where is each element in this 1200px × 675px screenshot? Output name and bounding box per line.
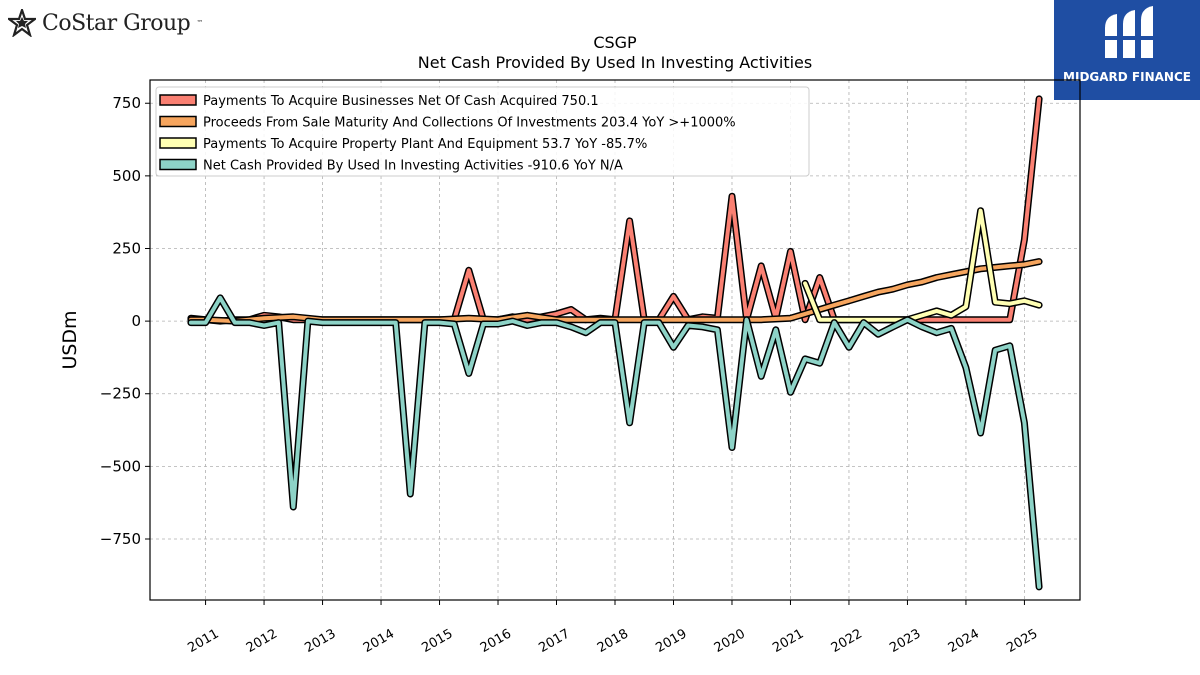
midgard-emblem-icon [1101,6,1153,58]
y-tick-label: −250 [100,385,141,403]
y-tick-label: 500 [112,167,141,185]
legend-swatch-3 [159,158,197,171]
x-tick-label: 2024 [946,626,982,656]
x-axis: 2011 2012 2013 2014 2015 2016 2017 2018 2019 2020… [185,600,1040,656]
y-tick-label: 250 [112,239,141,257]
x-tick-label: 2025 [1004,626,1040,656]
x-tick-label: 2016 [478,626,514,656]
x-tick-label: 2015 [419,626,455,656]
midgard-logo-text: MIDGARD FINANCE [1063,70,1191,84]
y-tick-label: 0 [131,312,141,330]
x-tick-label: 2012 [244,626,280,656]
series-line-2 [803,208,1042,322]
x-tick-label: 2011 [185,626,221,656]
legend-label-3: Net Cash Provided By Used In Investing A… [203,159,623,174]
y-tick-label: −750 [100,530,141,548]
y-tick-label: −500 [100,457,141,475]
y-axis: 750 500 250 0 −250 −500 −750 [100,94,150,548]
legend-swatch-1 [159,115,197,128]
y-tick-label: 750 [112,94,141,112]
costar-logo: CoStar Group ™ [8,6,208,40]
x-tick-label: 2023 [887,626,923,656]
legend-label-2: Payments To Acquire Property Plant And E… [203,137,647,152]
legend-label-1: Proceeds From Sale Maturity And Collecti… [203,116,736,131]
series-line-3 [188,295,1042,589]
series-lines [187,95,1043,591]
costar-logo-text: CoStar Group [42,10,191,36]
x-tick-label: 2022 [829,626,865,656]
costar-logo-tm: ™ [196,19,204,27]
legend-label-0: Payments To Acquire Businesses Net Of Ca… [203,94,599,109]
legend-box [155,86,810,177]
x-tick-label: 2018 [595,626,631,656]
x-tick-label: 2019 [653,626,689,656]
x-tick-label: 2013 [302,626,338,656]
legend-swatch-0 [159,94,197,106]
y-axis-label: USDm [59,310,81,369]
chart-subtitle: Net Cash Provided By Used In Investing A… [418,53,812,72]
x-tick-label: 2021 [770,626,806,656]
x-tick-label: 2020 [712,626,748,656]
x-tick-label: 2017 [536,626,572,656]
legend-swatch-2 [159,137,197,149]
x-tick-label: 2014 [361,626,397,656]
legend: Payments To Acquire Businesses Net Of Ca… [155,86,810,177]
costar-star-icon [8,9,36,37]
midgard-finance-logo: MIDGARD FINANCE [1054,0,1200,100]
chart-title: CSGP [593,33,637,52]
